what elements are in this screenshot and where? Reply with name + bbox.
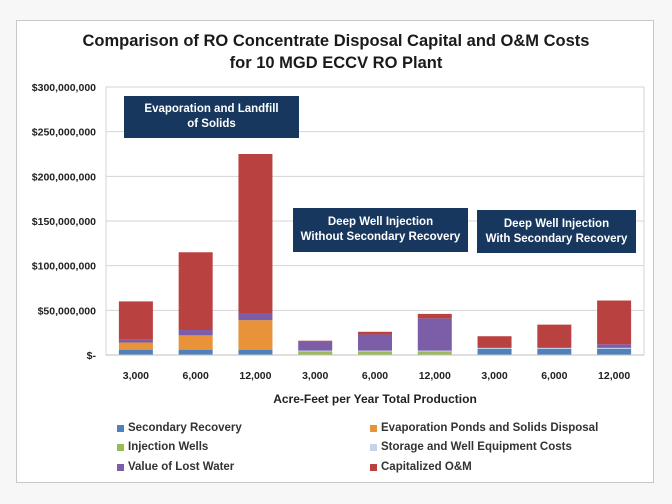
bar-segment: [238, 154, 273, 314]
bar-segment: [537, 348, 572, 355]
bar-segment: [238, 349, 273, 355]
bar-segment: [417, 318, 452, 351]
bar-segment: [118, 339, 153, 343]
x-tick-label: 12,000: [239, 370, 271, 382]
bar-segment: [238, 320, 273, 350]
bar-segment: [477, 347, 512, 349]
bar-segment: [178, 252, 213, 330]
chart-subtitle: for 10 MGD ECCV RO Plant: [229, 54, 443, 72]
bar-segment: [417, 350, 452, 352]
bar-segment: [597, 300, 632, 345]
bar-segment: [477, 348, 512, 355]
y-tick-label: $100,000,000: [32, 261, 96, 273]
legend-item-secondary-recovery: Secondary Recovery: [117, 422, 242, 434]
bar-segment: [298, 350, 333, 352]
bar-segment: [178, 349, 213, 355]
x-axis-title: Acre-Feet per Year Total Production: [273, 392, 477, 406]
bar-segment: [358, 331, 392, 335]
legend-item-evaporation-ponds: Evaporation Ponds and Solids Disposal: [370, 422, 598, 434]
annotation-dwi-without-sr-line2: Without Secondary Recovery: [300, 231, 461, 243]
x-tick-label: 3,000: [481, 370, 507, 382]
bar-segment: [238, 313, 273, 321]
bar-segment: [298, 340, 333, 342]
bar-segment: [118, 342, 153, 350]
bar-segment: [178, 329, 213, 336]
legend-label: Value of Lost Water: [128, 461, 235, 473]
y-tick-label: $-: [87, 350, 97, 362]
x-tick-label: 6,000: [362, 370, 388, 382]
legend-swatch: [370, 463, 377, 471]
legend-item-storage-equipment: Storage and Well Equipment Costs: [370, 441, 572, 453]
bar-segment: [178, 335, 213, 350]
annotation-dwi-without-sr: Deep Well Injection Without Secondary Re…: [293, 208, 468, 252]
bar-segment: [537, 347, 572, 349]
legend-swatch: [370, 443, 377, 451]
y-tick-label: $50,000,000: [38, 305, 97, 317]
bar-segment: [417, 313, 452, 319]
x-tick-label: 12,000: [419, 370, 451, 382]
bar-segment: [597, 348, 632, 355]
y-tick-label: $300,000,000: [32, 82, 96, 94]
y-tick-label: $250,000,000: [32, 127, 96, 139]
annotation-evaporation: Evaporation and Landfill of Solids: [124, 96, 299, 138]
x-tick-label: 3,000: [123, 370, 149, 382]
legend-swatch: [117, 424, 124, 432]
x-tick-label: 6,000: [541, 370, 567, 382]
legend-swatch: [370, 424, 377, 432]
bar-segment: [298, 351, 333, 355]
x-tick-label: 12,000: [598, 370, 630, 382]
x-tick-label: 6,000: [183, 370, 209, 382]
legend-label: Evaporation Ponds and Solids Disposal: [381, 422, 599, 434]
legend-label: Injection Wells: [128, 441, 209, 453]
bar-segment: [358, 334, 392, 351]
y-tick-label: $150,000,000: [32, 216, 96, 228]
annotation-dwi-with-sr-line2: With Secondary Recovery: [485, 232, 628, 245]
x-tick-label: 3,000: [302, 370, 328, 382]
legend-item-injection-wells: Injection Wells: [117, 441, 208, 453]
legend-label: Secondary Recovery: [128, 422, 242, 434]
chart-title: Comparison of RO Concentrate Disposal Ca…: [0, 30, 672, 74]
bar-segment: [118, 301, 153, 340]
bar-segment: [298, 341, 333, 351]
bar-segment: [417, 351, 452, 355]
bar-segment: [358, 350, 392, 352]
annotation-dwi-with-sr: Deep Well Injection With Secondary Recov…: [477, 210, 636, 253]
bar-segment: [477, 336, 512, 348]
legend-item-capitalized-om: Capitalized O&M: [370, 461, 472, 473]
bar-segment: [537, 324, 572, 348]
legend-label: Storage and Well Equipment Costs: [381, 441, 572, 453]
legend-swatch: [117, 443, 124, 451]
annotation-evaporation-line2: of Solids: [187, 118, 236, 130]
legend-label: Capitalized O&M: [381, 461, 472, 473]
y-tick-label: $200,000,000: [32, 171, 96, 183]
annotation-dwi-with-sr-line1: Deep Well Injection: [503, 217, 610, 230]
bar-segment: [358, 351, 392, 355]
bar-segment: [597, 347, 632, 349]
chart-title-line1: Comparison of RO Concentrate Disposal Ca…: [82, 32, 590, 50]
annotation-dwi-without-sr-line1: Deep Well Injection: [327, 216, 434, 228]
bar-segment: [118, 349, 153, 355]
bar-segment: [597, 344, 632, 348]
annotation-evaporation-line1: Evaporation and Landfill: [144, 103, 279, 115]
legend-item-value-lost-water: Value of Lost Water: [117, 461, 234, 473]
legend-swatch: [117, 463, 124, 471]
